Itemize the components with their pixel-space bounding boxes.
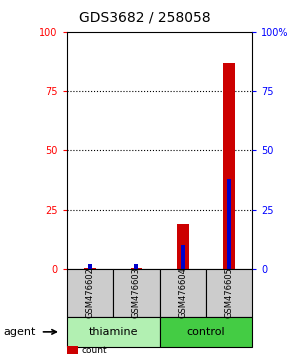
Bar	[135, 264, 138, 269]
Bar	[88, 264, 92, 269]
Bar	[223, 63, 235, 269]
Bar	[84, 268, 96, 269]
Text: GSM476602: GSM476602	[85, 268, 95, 318]
Text: count: count	[81, 346, 107, 354]
Bar	[227, 179, 231, 269]
Bar	[130, 268, 142, 269]
Text: agent: agent	[3, 327, 35, 337]
Bar	[181, 245, 184, 269]
Text: control: control	[186, 327, 225, 337]
Bar	[177, 224, 189, 269]
Text: GSM476603: GSM476603	[132, 267, 141, 319]
Text: thiamine: thiamine	[88, 327, 138, 337]
Text: GDS3682 / 258058: GDS3682 / 258058	[79, 11, 211, 25]
Text: GSM476604: GSM476604	[178, 268, 187, 318]
Text: GSM476605: GSM476605	[224, 268, 234, 318]
